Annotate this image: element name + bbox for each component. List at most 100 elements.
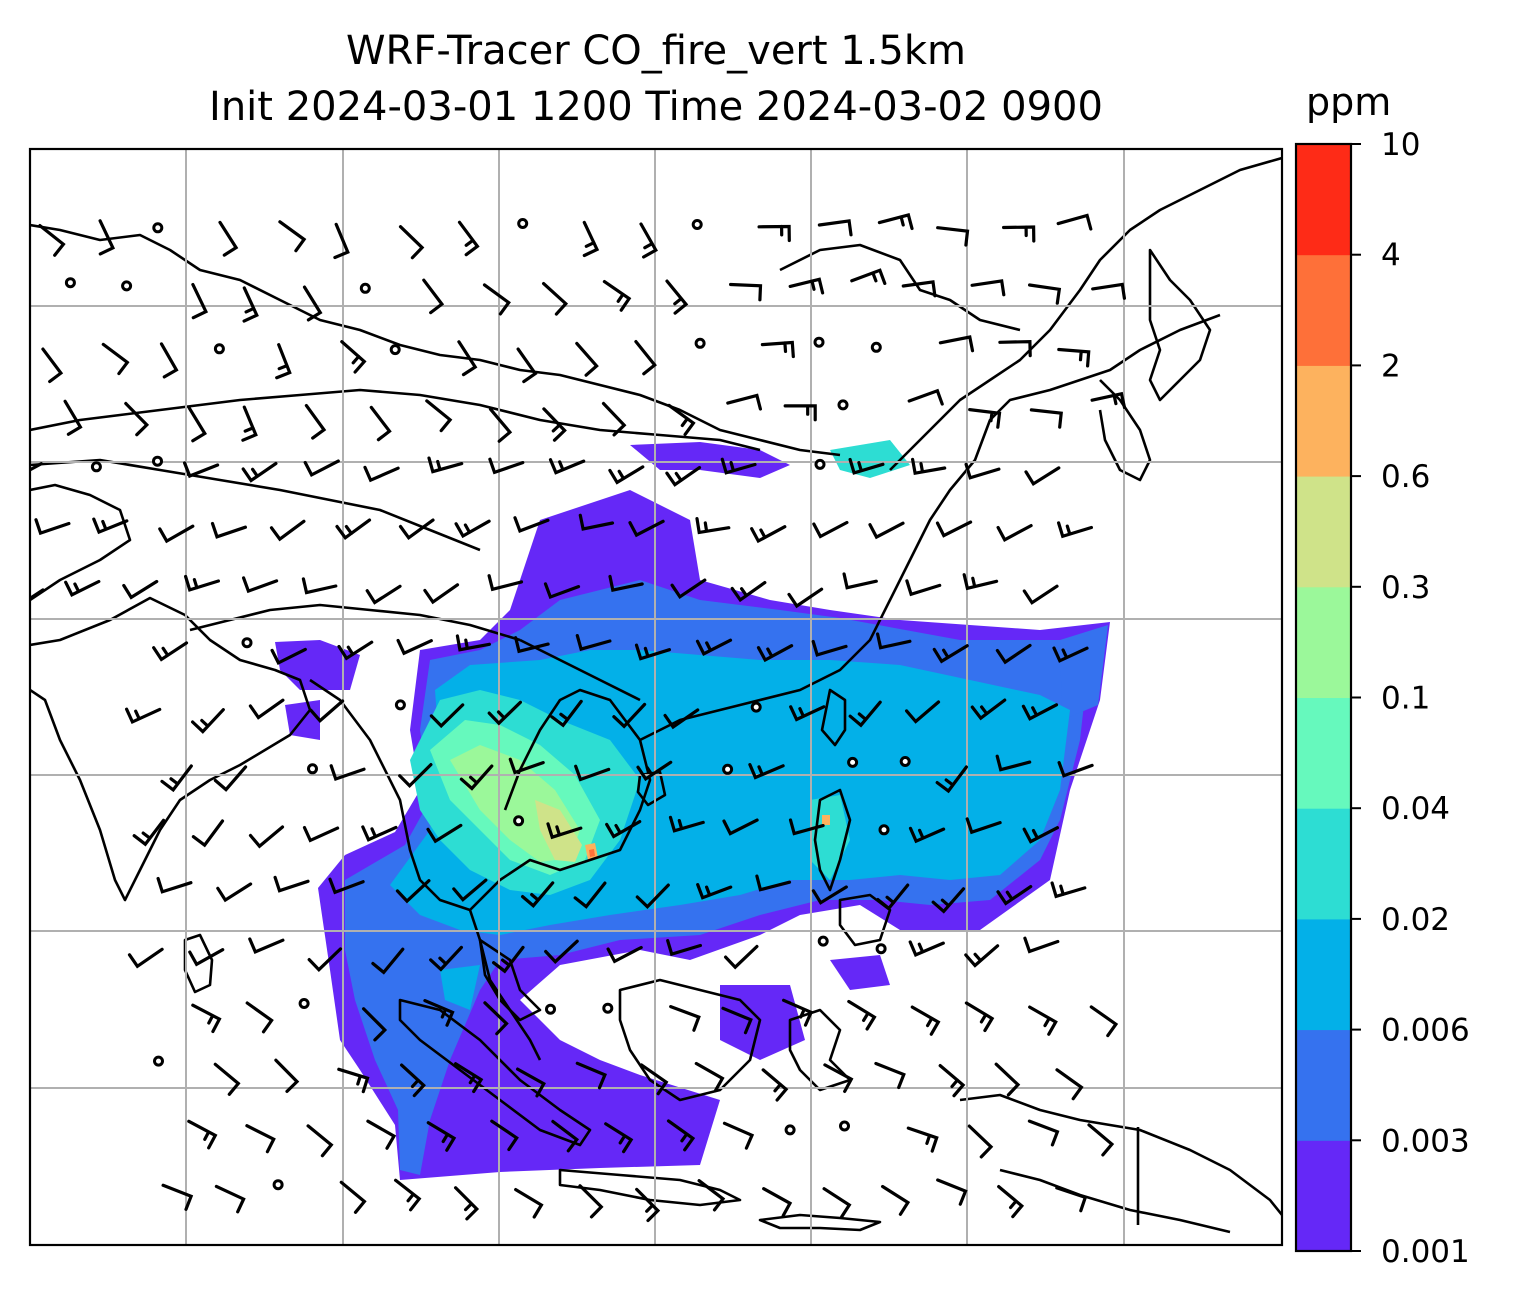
wind-barb bbox=[970, 279, 1006, 297]
wind-barb bbox=[132, 818, 166, 847]
wind-barb bbox=[996, 524, 1033, 542]
wind-barb bbox=[487, 700, 522, 726]
wind-barb bbox=[822, 1187, 852, 1219]
wind-barb bbox=[968, 408, 1002, 429]
wind-barb bbox=[275, 343, 292, 380]
wind-barb bbox=[612, 702, 647, 729]
wind-barb bbox=[454, 519, 491, 539]
wind-barb bbox=[574, 764, 611, 782]
wind-barb bbox=[214, 1184, 246, 1214]
wind-barb bbox=[911, 457, 947, 476]
wind-barb bbox=[329, 764, 366, 782]
wind-barb bbox=[302, 826, 340, 843]
wind-barb bbox=[395, 879, 431, 904]
coastline-north-asia bbox=[30, 223, 841, 457]
wind-barb bbox=[423, 999, 455, 1027]
wind-barb bbox=[550, 699, 583, 728]
wind-barb bbox=[41, 347, 64, 384]
wind-barb bbox=[762, 1187, 793, 1218]
coastline-china-south bbox=[639, 313, 1221, 742]
wind-barb bbox=[876, 883, 910, 911]
wind-barb bbox=[542, 407, 567, 442]
wind-barb bbox=[371, 947, 405, 975]
wind-barb bbox=[125, 707, 162, 725]
field-level-8-borneo bbox=[822, 815, 830, 825]
wind-barb bbox=[663, 708, 700, 730]
wind-barb bbox=[696, 883, 733, 900]
wind-barb bbox=[156, 876, 193, 894]
wind-barb bbox=[788, 277, 825, 295]
calm-wind-circles bbox=[64, 218, 911, 1191]
calm-circle bbox=[152, 455, 163, 467]
coastline-timor bbox=[758, 1213, 882, 1232]
wind-barb bbox=[369, 405, 392, 442]
calm-circle bbox=[513, 815, 525, 827]
wind-barb bbox=[191, 708, 225, 734]
wind-barb bbox=[935, 765, 968, 794]
calm-circle bbox=[814, 458, 826, 470]
wind-barb bbox=[760, 340, 795, 359]
wind-barb bbox=[640, 1063, 669, 1096]
wind-barb bbox=[634, 340, 657, 376]
wind-barb bbox=[996, 885, 1033, 906]
wind-barb bbox=[187, 1119, 218, 1150]
wind-barb bbox=[398, 518, 435, 541]
wind-barb bbox=[997, 1185, 1025, 1219]
wind-barb bbox=[248, 698, 285, 720]
wind-barb bbox=[936, 1178, 968, 1206]
wind-barb bbox=[1055, 1068, 1084, 1101]
wind-barb bbox=[546, 822, 583, 840]
wind-barb bbox=[994, 1062, 1021, 1097]
wind-barb bbox=[302, 285, 323, 322]
calm-circle bbox=[90, 461, 102, 473]
wind-barb bbox=[694, 1061, 725, 1093]
wind-barb bbox=[335, 518, 372, 541]
wind-barb bbox=[1052, 646, 1089, 663]
wind-barb bbox=[695, 638, 733, 656]
wind-barb bbox=[513, 516, 550, 533]
wind-barb bbox=[998, 339, 1032, 358]
calm-circle bbox=[691, 219, 703, 230]
wind-barb bbox=[635, 1187, 661, 1223]
wind-barb bbox=[1028, 1005, 1058, 1036]
wind-barb bbox=[847, 999, 877, 1031]
wind-barb bbox=[787, 587, 824, 609]
wind-barb bbox=[670, 578, 707, 600]
wind-barb bbox=[876, 632, 912, 650]
wind-barb bbox=[183, 461, 220, 479]
wind-barb bbox=[274, 1058, 300, 1093]
calm-circle bbox=[394, 699, 406, 711]
wind-barbs bbox=[30, 213, 1127, 1223]
wind-barb bbox=[905, 700, 941, 724]
calm-circle bbox=[121, 280, 133, 292]
wind-barb bbox=[881, 1184, 911, 1216]
wind-barb bbox=[427, 456, 464, 474]
wind-barb bbox=[1056, 213, 1093, 231]
wind-barb bbox=[628, 519, 665, 538]
coastline-philippines bbox=[813, 788, 852, 892]
wind-barb bbox=[970, 698, 1007, 721]
wind-barb bbox=[905, 579, 942, 597]
field-level-1-north bbox=[630, 442, 790, 478]
wind-barb bbox=[337, 1067, 370, 1094]
coastline-borneo bbox=[618, 978, 762, 1102]
wind-barb bbox=[783, 404, 817, 422]
wind-barb bbox=[666, 1119, 696, 1152]
wind-barb bbox=[309, 699, 345, 723]
field-level-4-north bbox=[830, 440, 910, 478]
wind-barb bbox=[962, 573, 999, 591]
wind-barb bbox=[457, 340, 478, 377]
wind-barb bbox=[668, 815, 705, 833]
wind-barb bbox=[1029, 408, 1063, 429]
wind-barb bbox=[932, 644, 969, 664]
wind-barb bbox=[92, 517, 129, 535]
wind-barb bbox=[278, 220, 307, 253]
lat-lon-grid bbox=[30, 149, 1282, 1245]
wind-barb bbox=[218, 220, 239, 257]
calm-circle bbox=[307, 763, 318, 775]
wind-barb bbox=[34, 518, 71, 536]
calm-circle bbox=[298, 998, 310, 1009]
wind-barb bbox=[542, 282, 569, 316]
wind-barb bbox=[1002, 225, 1036, 243]
map-frame bbox=[28, 147, 1284, 1247]
